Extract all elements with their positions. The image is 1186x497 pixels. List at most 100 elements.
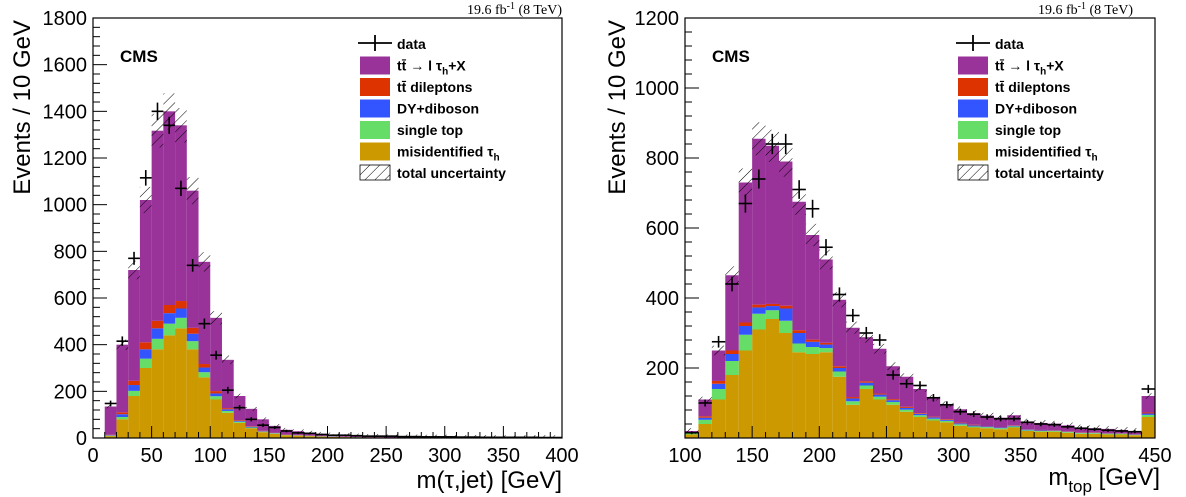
y-tick-label: 1600 [43,55,88,77]
legend-label: tt̄ → l τh+X [397,57,466,77]
legend-label-sub: h [493,153,499,164]
legend-label-main: data [995,36,1024,52]
bar-singletop [725,361,739,375]
uncertainty-bin [779,146,793,177]
bar-dilep [886,399,900,401]
cms-label: CMS [120,47,158,66]
bar-dilep [139,342,152,350]
bar-singletop [805,347,820,354]
bar-signal [175,125,187,302]
bar-dilep [873,393,887,395]
bar-singletop [967,426,981,428]
bar-misid [779,333,793,438]
bar-singletop [779,320,793,333]
bar-misid [899,411,914,438]
bar-signal [128,270,140,381]
data-point [779,133,793,155]
y-tick-label: 800 [54,241,87,263]
bar-signal [779,161,793,306]
bar-dy [913,413,927,416]
data-point [116,336,129,346]
bar-dilep [163,305,176,314]
bar-signal [268,425,281,433]
uncertainty-bin [257,417,269,422]
bar-dilep [805,339,820,342]
bar-dy [163,313,176,324]
panel-2: 100 150 200 250 300 350 400 450 200 400 600 800 1000… [604,1,1172,496]
data-point [711,335,726,348]
data-point [967,411,981,418]
legend-label-main: single top [397,122,463,138]
bar-singletop [233,421,246,423]
data-point [421,436,434,438]
y-tick-label: 800 [646,148,679,170]
uncertainty-bin [711,345,726,356]
data-points [685,133,1155,435]
bar-misid [752,329,766,438]
data-point [397,435,410,438]
bar-dy [725,354,739,361]
bar-dy [752,307,766,314]
series-dy [685,306,1155,435]
uncertainty-bin [198,252,211,272]
x-axis-title-unit: [GeV] [1092,464,1160,491]
bar-misid [280,435,293,438]
y-axis: 200 400 600 800 1000 1200 [635,8,699,439]
series-singletop [685,310,1155,436]
x-tick-label: 450 [1138,445,1171,467]
bar-misid [711,399,726,438]
lumi-label: 19.6 fb-1 (8 TeV) [467,1,562,18]
legend-item-singletop: single top [360,121,463,139]
bar-dilep [151,320,164,329]
data-point [456,436,469,438]
uncertainty-bin [805,223,820,247]
bar-signal [967,413,981,425]
bar-misid [221,412,234,438]
bar-dy [967,425,981,427]
bar-dy [698,417,712,420]
data-point [819,239,833,256]
x-tick-label: 350 [1004,445,1037,467]
bar-misid [257,432,269,438]
bar-misid [980,428,994,438]
legend-item-misid: misidentified τh [360,142,500,164]
bar-singletop [245,427,258,429]
legend-label-main: total uncertainty [397,165,506,181]
bar-dy [1007,425,1021,427]
bar-dy [873,394,887,397]
bar-dy [832,368,847,372]
bar-signal [859,337,873,382]
data-point [245,417,258,422]
legend-swatch-dy [360,99,390,118]
x-tick-label: 0 [87,445,98,467]
data-point [1047,422,1061,427]
bar-misid [1128,435,1142,438]
bar-dy [940,419,954,421]
legend-label: data [397,36,426,52]
legend-label-main: data [397,36,426,52]
uncertainty-bin [221,355,234,365]
bar-misid [1087,433,1102,438]
bar-dy [186,333,199,342]
bar-dy [711,383,726,389]
bar-misid [151,349,164,438]
bar-misid [846,404,860,438]
bar-misid [1101,434,1115,438]
bar-signal [953,409,967,423]
legend-label-main: DY+diboson [397,101,479,117]
data-point [198,318,211,329]
bar-misid [304,436,316,438]
x-tick-label: 100 [668,445,701,467]
uncertainty-bin [738,168,753,197]
y-tick-label: 400 [646,288,679,310]
data-point [1020,419,1035,425]
data-points [104,102,562,439]
bar-dy [1020,429,1035,431]
bar-misid [967,427,981,438]
uncertainty-bin [186,177,199,205]
data-point [913,381,927,390]
bar-signal [1047,423,1061,431]
bar-singletop [832,371,847,377]
